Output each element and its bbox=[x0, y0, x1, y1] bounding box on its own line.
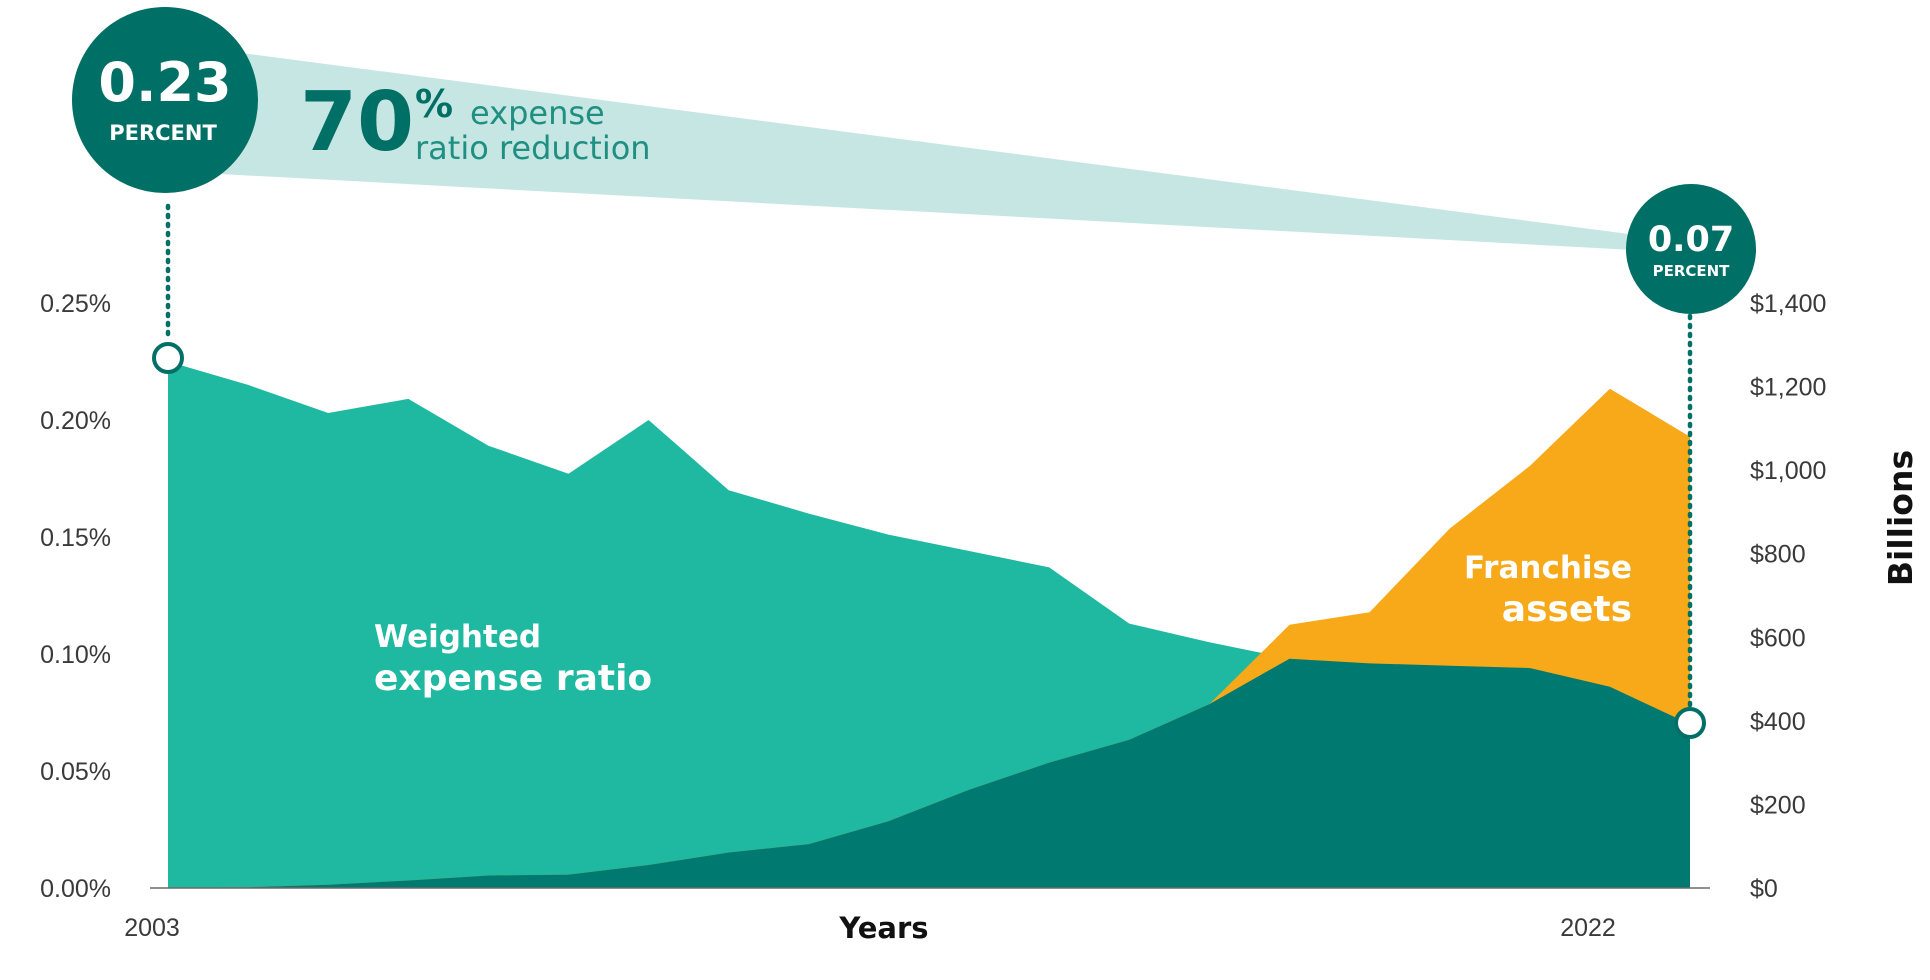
right-tick-label: $1,200 bbox=[1750, 374, 1826, 402]
end-value-bubble bbox=[1626, 184, 1756, 314]
right-tick-label: $1,400 bbox=[1750, 290, 1826, 318]
start-value-bubble bbox=[72, 7, 258, 193]
left-tick-label: 0.00% bbox=[40, 875, 111, 903]
overlap-area bbox=[168, 658, 1690, 888]
reduction-band bbox=[165, 43, 1690, 253]
reduction-number: 70 bbox=[300, 75, 414, 170]
reduction-symbol: % bbox=[415, 82, 453, 126]
right-axis-ticks: $0 $200 $400 $600 $800 $1,000 $1,200 $1,400 bbox=[1750, 290, 1826, 903]
x-axis-title: Years bbox=[838, 911, 928, 945]
left-tick-label: 0.20% bbox=[40, 407, 111, 435]
right-tick-label: $800 bbox=[1750, 541, 1806, 569]
expense-label-line2: expense ratio bbox=[374, 658, 652, 699]
left-tick-label: 0.25% bbox=[40, 290, 111, 318]
reduction-caption-line1: expense bbox=[470, 94, 605, 132]
assets-label-line1: Franchise bbox=[1464, 550, 1632, 586]
left-tick-label: 0.05% bbox=[40, 758, 111, 786]
x-tick-label: 2003 bbox=[124, 914, 180, 942]
right-tick-label: $600 bbox=[1750, 624, 1806, 652]
right-axis-title: Billions bbox=[1881, 450, 1920, 586]
assets-label-line2: assets bbox=[1502, 589, 1632, 630]
right-tick-label: $400 bbox=[1750, 708, 1806, 736]
right-tick-label: $1,000 bbox=[1750, 457, 1826, 485]
right-tick-label: $200 bbox=[1750, 791, 1806, 819]
left-tick-label: 0.15% bbox=[40, 524, 111, 552]
end-value: 0.07 bbox=[1648, 220, 1734, 260]
x-axis-ticks: 2003 2022 bbox=[124, 914, 1616, 942]
end-point-marker bbox=[1674, 707, 1706, 739]
start-unit: PERCENT bbox=[109, 121, 217, 145]
start-point-marker bbox=[152, 342, 184, 374]
end-unit: PERCENT bbox=[1653, 262, 1731, 280]
x-tick-label: 2022 bbox=[1560, 914, 1616, 942]
reduction-caption-line2: ratio reduction bbox=[415, 129, 651, 167]
left-tick-label: 0.10% bbox=[40, 641, 111, 669]
right-tick-label: $0 bbox=[1750, 875, 1778, 903]
expense-label-line1: Weighted bbox=[374, 619, 541, 655]
left-axis-ticks: 0.00% 0.05% 0.10% 0.15% 0.20% 0.25% bbox=[40, 290, 111, 903]
start-value: 0.23 bbox=[98, 51, 231, 114]
